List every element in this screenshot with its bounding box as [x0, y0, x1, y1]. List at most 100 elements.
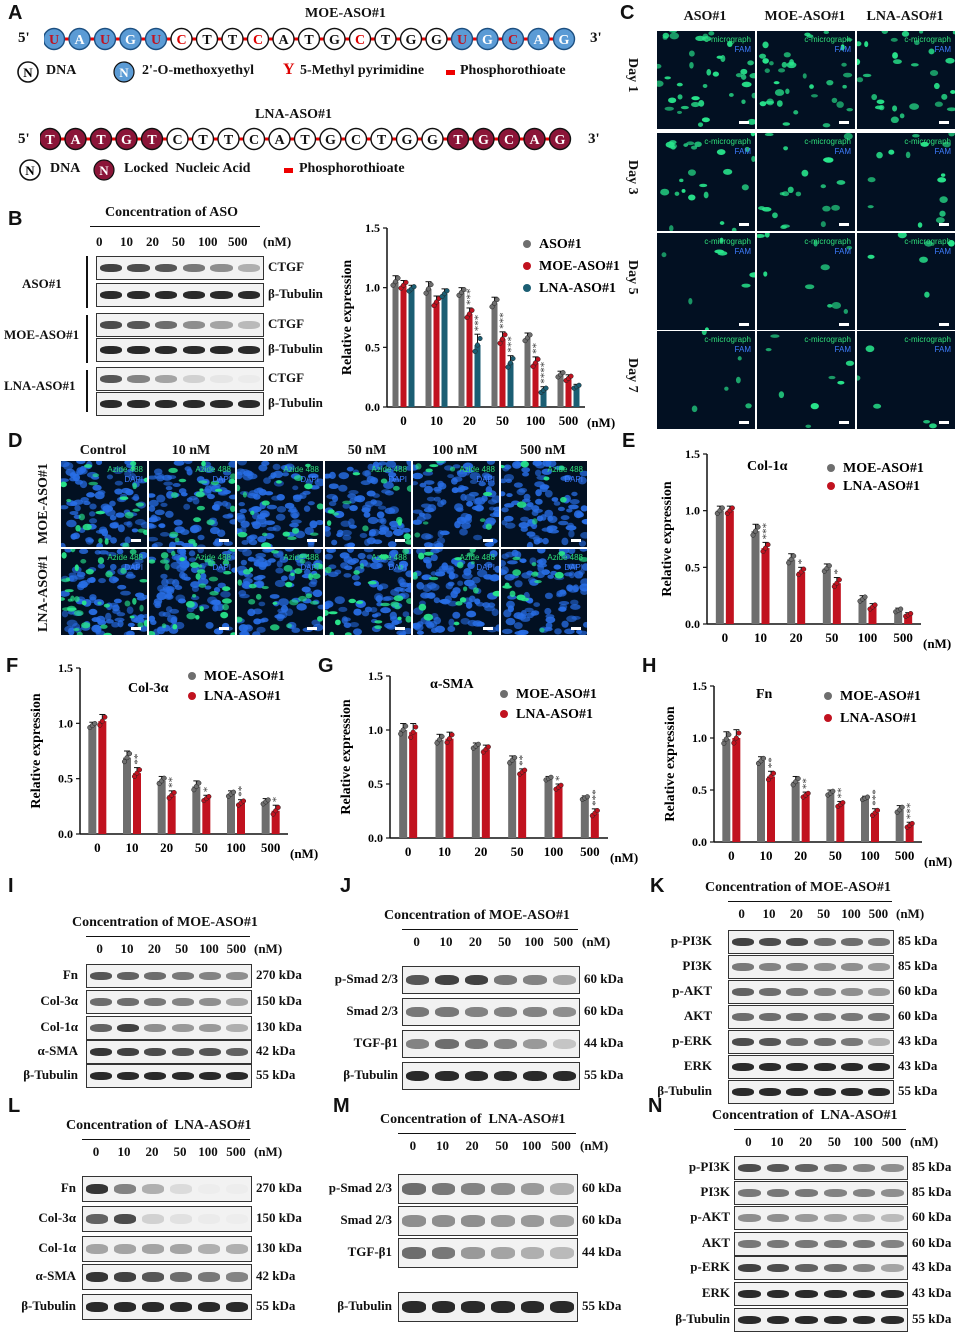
- signal-spot: [737, 356, 742, 361]
- blot-band: [852, 1188, 876, 1198]
- n-blot-row: [734, 1282, 908, 1306]
- signal-spot: [132, 482, 138, 490]
- bar: [192, 786, 201, 834]
- d-micrograph: Azide 488 DAPI: [236, 548, 324, 636]
- signal-spot: [139, 604, 144, 612]
- b-bracket-2: [86, 315, 88, 363]
- bar: [715, 510, 724, 624]
- signal-spot: [172, 624, 178, 630]
- b-protein-label: CTGF: [268, 259, 305, 274]
- blot-band: [155, 290, 178, 300]
- blot-band: [731, 1037, 754, 1047]
- data-point: [872, 602, 878, 608]
- b-conc-row: 0 10 20 50 100 500: [90, 234, 260, 250]
- signal-spot: [406, 598, 411, 604]
- nucleus: [423, 507, 435, 513]
- blot-band: [520, 1215, 545, 1227]
- k-conc-label: 20: [789, 906, 803, 921]
- blot-band: [199, 1047, 221, 1057]
- nucleus: [526, 502, 534, 508]
- nucleus: [117, 524, 125, 533]
- blot-band: [199, 971, 221, 981]
- blot-band: [182, 374, 205, 384]
- i-blot-row: [86, 1064, 252, 1088]
- legend-label: MOE-ASO#1: [204, 669, 285, 684]
- blot-band: [197, 1302, 221, 1312]
- data-point: [161, 775, 167, 781]
- moe-bead: [272, 27, 295, 51]
- stain-label: FAM: [834, 247, 851, 256]
- signal-spot: [214, 488, 223, 492]
- i-blot-row: [86, 964, 252, 988]
- stain-label: c-micrograph: [904, 335, 951, 344]
- signal-spot: [690, 145, 698, 150]
- nucleus: [307, 501, 315, 506]
- panel-label-e: E: [622, 430, 636, 452]
- y-tick-label: 0.5: [365, 340, 380, 354]
- stain-label: c-micrograph: [804, 137, 851, 146]
- blot-band: [431, 1301, 456, 1313]
- nucleus: [86, 577, 96, 583]
- nucleus: [154, 509, 165, 516]
- n-conc-unit: (nM): [910, 1134, 939, 1149]
- bar: [590, 813, 599, 838]
- blot-band: [731, 962, 754, 972]
- nucleus: [447, 625, 456, 633]
- nucleus: [374, 612, 382, 617]
- b-blot-4: [96, 367, 264, 391]
- nucleus: [237, 468, 246, 476]
- stain-label: FAM: [934, 45, 951, 54]
- nucleus: [419, 482, 427, 488]
- blot-band: [813, 1062, 836, 1072]
- signal-spot: [823, 31, 830, 35]
- data-point: [862, 594, 868, 600]
- signal-spot: [229, 473, 235, 480]
- bar: [822, 568, 831, 624]
- nucleus: [334, 569, 342, 575]
- signal-spot: [352, 472, 361, 476]
- l-conc-label: 0: [92, 1144, 100, 1159]
- nucleus: [97, 563, 106, 569]
- nucleus: [325, 525, 331, 532]
- n-blot-row: [734, 1156, 908, 1180]
- 30: c-micrograph FAM: [856, 330, 956, 430]
- j-title-underline: [402, 929, 578, 930]
- blot-band: [786, 1012, 809, 1022]
- nucleus: [124, 536, 131, 544]
- signal-spot: [208, 576, 219, 582]
- significance-mark: **: [766, 757, 778, 768]
- blot-band: [464, 974, 489, 986]
- signal-spot: [286, 623, 292, 629]
- nucleus: [188, 495, 198, 501]
- bar: [580, 798, 589, 838]
- nucleus: [436, 537, 446, 545]
- signal-spot: [787, 186, 794, 194]
- j-kda-label: 55 kDa: [584, 1067, 624, 1082]
- signal-spot: [660, 188, 670, 196]
- blot-band: [766, 1239, 790, 1249]
- x-tick-label: 500: [895, 848, 915, 863]
- bar: [868, 607, 877, 624]
- blot-band: [737, 1188, 761, 1198]
- bar: [237, 803, 245, 834]
- nucleus: [416, 515, 426, 522]
- blot-band: [238, 320, 261, 330]
- blot-band: [731, 1012, 754, 1022]
- data-point: [403, 723, 409, 729]
- nucleus: [97, 490, 106, 495]
- nucleus: [244, 624, 252, 630]
- scale-bar: [939, 121, 949, 124]
- signal-spot: [669, 32, 680, 40]
- d-column-label: 500 nM: [520, 443, 566, 458]
- signal-spot: [429, 464, 439, 468]
- lna-base: C: [249, 133, 259, 148]
- nucleus: [253, 559, 260, 564]
- stain-label: c-micrograph: [704, 137, 751, 146]
- y-tick-label: 0.5: [692, 783, 707, 797]
- signal-spot: [947, 239, 955, 247]
- blot-band: [852, 1239, 876, 1249]
- nucleus: [61, 478, 69, 483]
- nucleus: [413, 481, 419, 486]
- signal-spot: [892, 105, 898, 112]
